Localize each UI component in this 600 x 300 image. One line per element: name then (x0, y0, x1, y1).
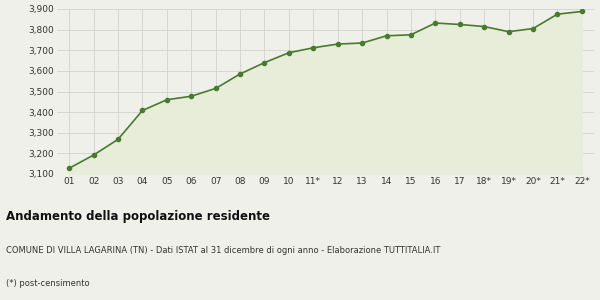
Text: (*) post-censimento: (*) post-censimento (6, 279, 89, 288)
Text: COMUNE DI VILLA LAGARINA (TN) - Dati ISTAT al 31 dicembre di ogni anno - Elabora: COMUNE DI VILLA LAGARINA (TN) - Dati IST… (6, 246, 440, 255)
Text: Andamento della popolazione residente: Andamento della popolazione residente (6, 210, 270, 223)
